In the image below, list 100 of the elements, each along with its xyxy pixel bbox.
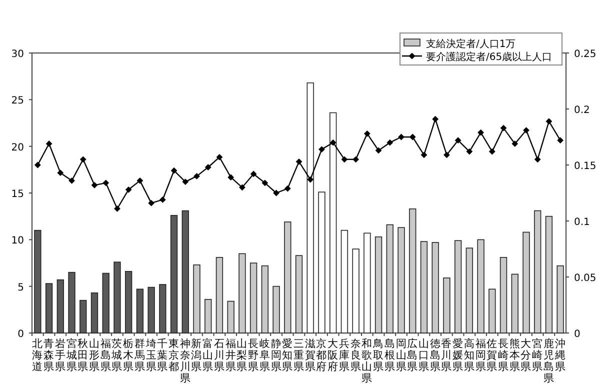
point [454,137,462,144]
bar [352,248,360,334]
point [159,196,166,203]
x-tick-label: 滋賀県 [304,338,316,373]
y-tick-label: 30 [11,49,24,60]
bar [193,264,200,334]
point [500,124,507,132]
x-tick-label: 鳥取県 [372,338,384,373]
point [420,152,428,158]
bar [556,265,564,334]
x-tick-label: 香川県 [441,337,452,373]
x-tick-label: 熊本県 [509,337,520,373]
bar [318,192,326,334]
point [262,180,268,186]
x-tick-label: 兵庫県 [338,337,350,373]
y-tick-label: 25 [11,96,24,107]
bar [534,210,542,334]
bar [159,284,166,334]
y2-tick-label: 0.25 [574,49,596,60]
x-tick-label: 広島県 [407,337,418,373]
bar [56,279,64,334]
bar [306,82,314,334]
x-tick-label: 長野県 [248,338,260,373]
x-tick-label: 山梨県 [236,337,248,373]
x-tick-label: 静岡県 [270,338,282,373]
x-tick-label: 福岡県 [475,337,486,373]
bar [102,272,110,334]
point [57,170,64,176]
x-tick-label: 福井県 [225,337,236,373]
point [34,162,41,168]
x-tick-label: 大分県 [520,337,532,373]
point [125,186,132,193]
point [488,148,496,155]
x-tick-label: 佐賀県 [486,338,498,373]
bar [386,224,394,334]
point [386,139,394,146]
bar [124,271,132,334]
y-tick-label: 10 [11,236,24,247]
x-tick-label: 徳島県 [430,338,441,373]
bar [114,262,121,334]
x-tick-label: 山形県 [88,337,100,373]
x-tick-label: 愛媛県 [452,337,464,373]
bar [136,288,144,334]
point [330,139,336,146]
bar [250,262,258,334]
bar [45,283,53,334]
point [91,182,98,188]
point [318,146,325,153]
x-tick-label: 青森県 [44,337,55,373]
x-tick-label: 群馬県 [133,338,146,373]
point [250,170,257,178]
x-tick-label: 鹿児島県 [543,337,554,384]
bar [432,242,439,334]
x-tick-label: 富山県 [202,337,214,373]
y2-tick-label: 0.05 [574,273,596,284]
point [238,184,246,191]
x-tick-label: 神奈川県 [180,337,191,384]
point [194,173,200,180]
y-tick-label: 15 [11,189,24,200]
x-tick-label: 島根県 [384,337,396,373]
y-tick-label: 5 [18,282,24,294]
bar [466,248,474,334]
x-tick-label: 埼玉県 [144,338,157,373]
x-tick-label: 宮崎県 [532,337,544,373]
bar [80,300,87,334]
y2-tick-label: 0.15 [574,161,596,172]
point [182,178,189,185]
bar [374,236,382,334]
bar [454,240,462,334]
x-tick-label: 三重県 [294,338,304,373]
x-tick-label: 山口県 [418,337,430,373]
x-tick-label: 京都府 [316,337,328,373]
x-tick-label: 宮城県 [65,337,78,373]
x-tick-label: 北海道 [32,337,44,373]
x-tick-label: 沖縄県 [554,337,566,373]
x-tick-label: 高知県 [464,337,475,373]
bar [511,274,518,334]
bar [409,208,416,334]
legend-label: 要介護認定者/65歳以上人口 [426,51,552,63]
point [557,137,564,144]
point [546,118,552,125]
point [148,200,154,206]
point [216,154,223,160]
point [170,167,178,174]
bar [284,222,292,334]
point [432,116,439,122]
bar [477,239,484,334]
bar [227,300,234,334]
bar [500,257,508,334]
x-tick-label: 岡山県 [396,338,407,373]
bar [272,286,280,334]
bar [182,210,189,334]
bar [34,230,42,334]
point [512,140,518,147]
point [102,180,110,186]
y2-tick-label: 0.2 [574,105,590,116]
point [307,176,314,183]
x-tick-label: 長崎県 [498,338,510,373]
point [204,164,212,170]
x-tick-label: 新潟県 [191,337,202,373]
